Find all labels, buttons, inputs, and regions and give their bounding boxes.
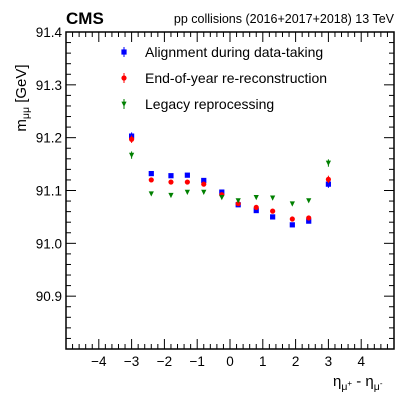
legend-marker [121, 101, 127, 107]
x-tick-label: −1 [189, 354, 204, 369]
data-point [306, 218, 312, 224]
data-point [219, 195, 225, 201]
x-axis-sign-2: - [380, 379, 383, 388]
legend-item-3: Legacy reprocessing [121, 96, 274, 112]
x-tick-label: 3 [325, 354, 333, 369]
data-point [129, 152, 135, 158]
legend-marker [121, 49, 127, 55]
x-axis-title: ημ+ - ημ- [333, 373, 383, 393]
x-tick-label: 1 [259, 354, 267, 369]
x-axis-sign-1: + [347, 379, 352, 388]
data-point [201, 189, 207, 195]
x-axis-mu-1: μ [341, 381, 347, 393]
data-point [184, 189, 190, 195]
series-2 [129, 135, 331, 222]
y-axis-main: m [13, 119, 30, 132]
legend: Alignment during data-taking End-of-year … [121, 44, 327, 112]
data-point [306, 198, 312, 204]
data-point [184, 179, 190, 185]
x-axis-minus: - [352, 373, 365, 390]
data-point [168, 179, 174, 185]
x-axis-mu-2: μ [374, 381, 380, 393]
data-point [168, 192, 174, 199]
y-tick-label: 90.9 [36, 289, 62, 304]
data-point [325, 181, 331, 187]
data-point [270, 208, 276, 214]
legend-item-2: End-of-year re-reconstruction [121, 70, 327, 86]
y-tick-label: 91.2 [36, 131, 62, 146]
data-point [289, 201, 295, 207]
data-point [325, 176, 331, 183]
data-point [306, 215, 312, 221]
data-point [219, 189, 225, 195]
data-point [129, 136, 135, 142]
tick-labels: −4 −3 −2 −1 0 1 2 3 4 90.9 91.0 91.1 91.2 91.3 91.4 [36, 25, 366, 369]
x-tick-label: −4 [91, 354, 107, 369]
axis-ticks [66, 31, 394, 349]
x-axis-eta-1: η [333, 373, 341, 390]
y-axis-unit: [GeV] [13, 64, 30, 107]
y-tick-label: 91.3 [36, 78, 62, 93]
data-point [253, 195, 259, 201]
data-point [253, 207, 259, 214]
legend-label: Legacy reprocessing [145, 96, 274, 112]
y-tick-label: 91.1 [36, 184, 62, 199]
x-tick-label: 4 [357, 354, 365, 369]
data-point [325, 160, 331, 166]
x-axis-eta-2: η [365, 373, 373, 390]
x-tick-label: 2 [292, 354, 300, 369]
data-point [148, 177, 154, 183]
x-tick-label: −3 [124, 354, 139, 369]
data-point [270, 195, 276, 201]
series-1 [129, 132, 331, 228]
data-point [235, 201, 241, 207]
data-point [148, 191, 154, 197]
data-point [253, 204, 259, 211]
legend-marker [121, 75, 127, 81]
legend-label: Alignment during data-taking [145, 44, 323, 60]
y-axis-subscript: μμ [20, 107, 32, 119]
data-point [235, 198, 241, 204]
y-axis-title: mμμ [GeV] [13, 64, 32, 131]
data-layer [129, 132, 331, 228]
x-tick-label: 0 [226, 354, 234, 369]
data-point [289, 222, 295, 228]
x-tick-label: −2 [157, 354, 172, 369]
data-point [289, 216, 295, 222]
legend-label: End-of-year re-reconstruction [145, 70, 327, 86]
legend-item-1: Alignment during data-taking [121, 44, 323, 60]
data-point [201, 177, 207, 184]
data-point [270, 214, 276, 220]
data-point [201, 181, 207, 187]
y-tick-label: 91.4 [36, 25, 63, 40]
data-point [168, 173, 174, 179]
data-point [148, 170, 154, 177]
y-tick-label: 91.0 [36, 236, 62, 251]
energy-label: pp collisions (2016+2017+2018) 13 TeV [174, 12, 395, 26]
experiment-label: CMS [66, 9, 104, 28]
data-point [184, 172, 190, 178]
series-3 [129, 151, 331, 207]
